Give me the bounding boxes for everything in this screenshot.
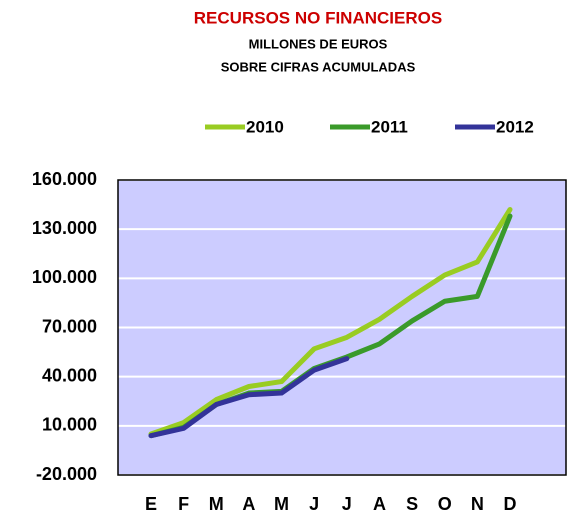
x-tick-label: A	[373, 494, 386, 514]
y-tick-label: 130.000	[32, 218, 97, 238]
y-tick-label: 10.000	[42, 415, 97, 435]
x-tick-label: E	[145, 494, 157, 514]
legend-label: 2012	[496, 117, 534, 136]
x-tick-label: M	[274, 494, 289, 514]
x-tick-label: J	[309, 494, 319, 514]
chart-subtitle: SOBRE CIFRAS ACUMULADAS	[221, 59, 416, 74]
y-tick-label: 70.000	[42, 316, 97, 336]
x-tick-label: N	[471, 494, 484, 514]
legend-label: 2010	[246, 117, 284, 136]
y-tick-label: -20.000	[36, 464, 97, 484]
chart-subtitle: MILLONES DE EUROS	[249, 36, 388, 51]
y-tick-label: 160.000	[32, 169, 97, 189]
series-line	[148, 356, 350, 439]
series-line	[148, 207, 513, 437]
legend-label: 2011	[371, 117, 408, 136]
y-tick-label: 40.000	[42, 365, 97, 385]
x-tick-label: D	[504, 494, 517, 514]
x-tick-label: A	[242, 494, 255, 514]
chart-title: RECURSOS NO FINANCIEROS	[194, 8, 442, 27]
x-tick-label: S	[406, 494, 418, 514]
y-tick-label: 100.000	[32, 267, 97, 287]
x-tick-label: J	[342, 494, 352, 514]
plot-frame	[117, 179, 567, 476]
x-tick-label: O	[438, 494, 452, 514]
x-tick-label: M	[209, 494, 224, 514]
x-tick-label: F	[178, 494, 189, 514]
